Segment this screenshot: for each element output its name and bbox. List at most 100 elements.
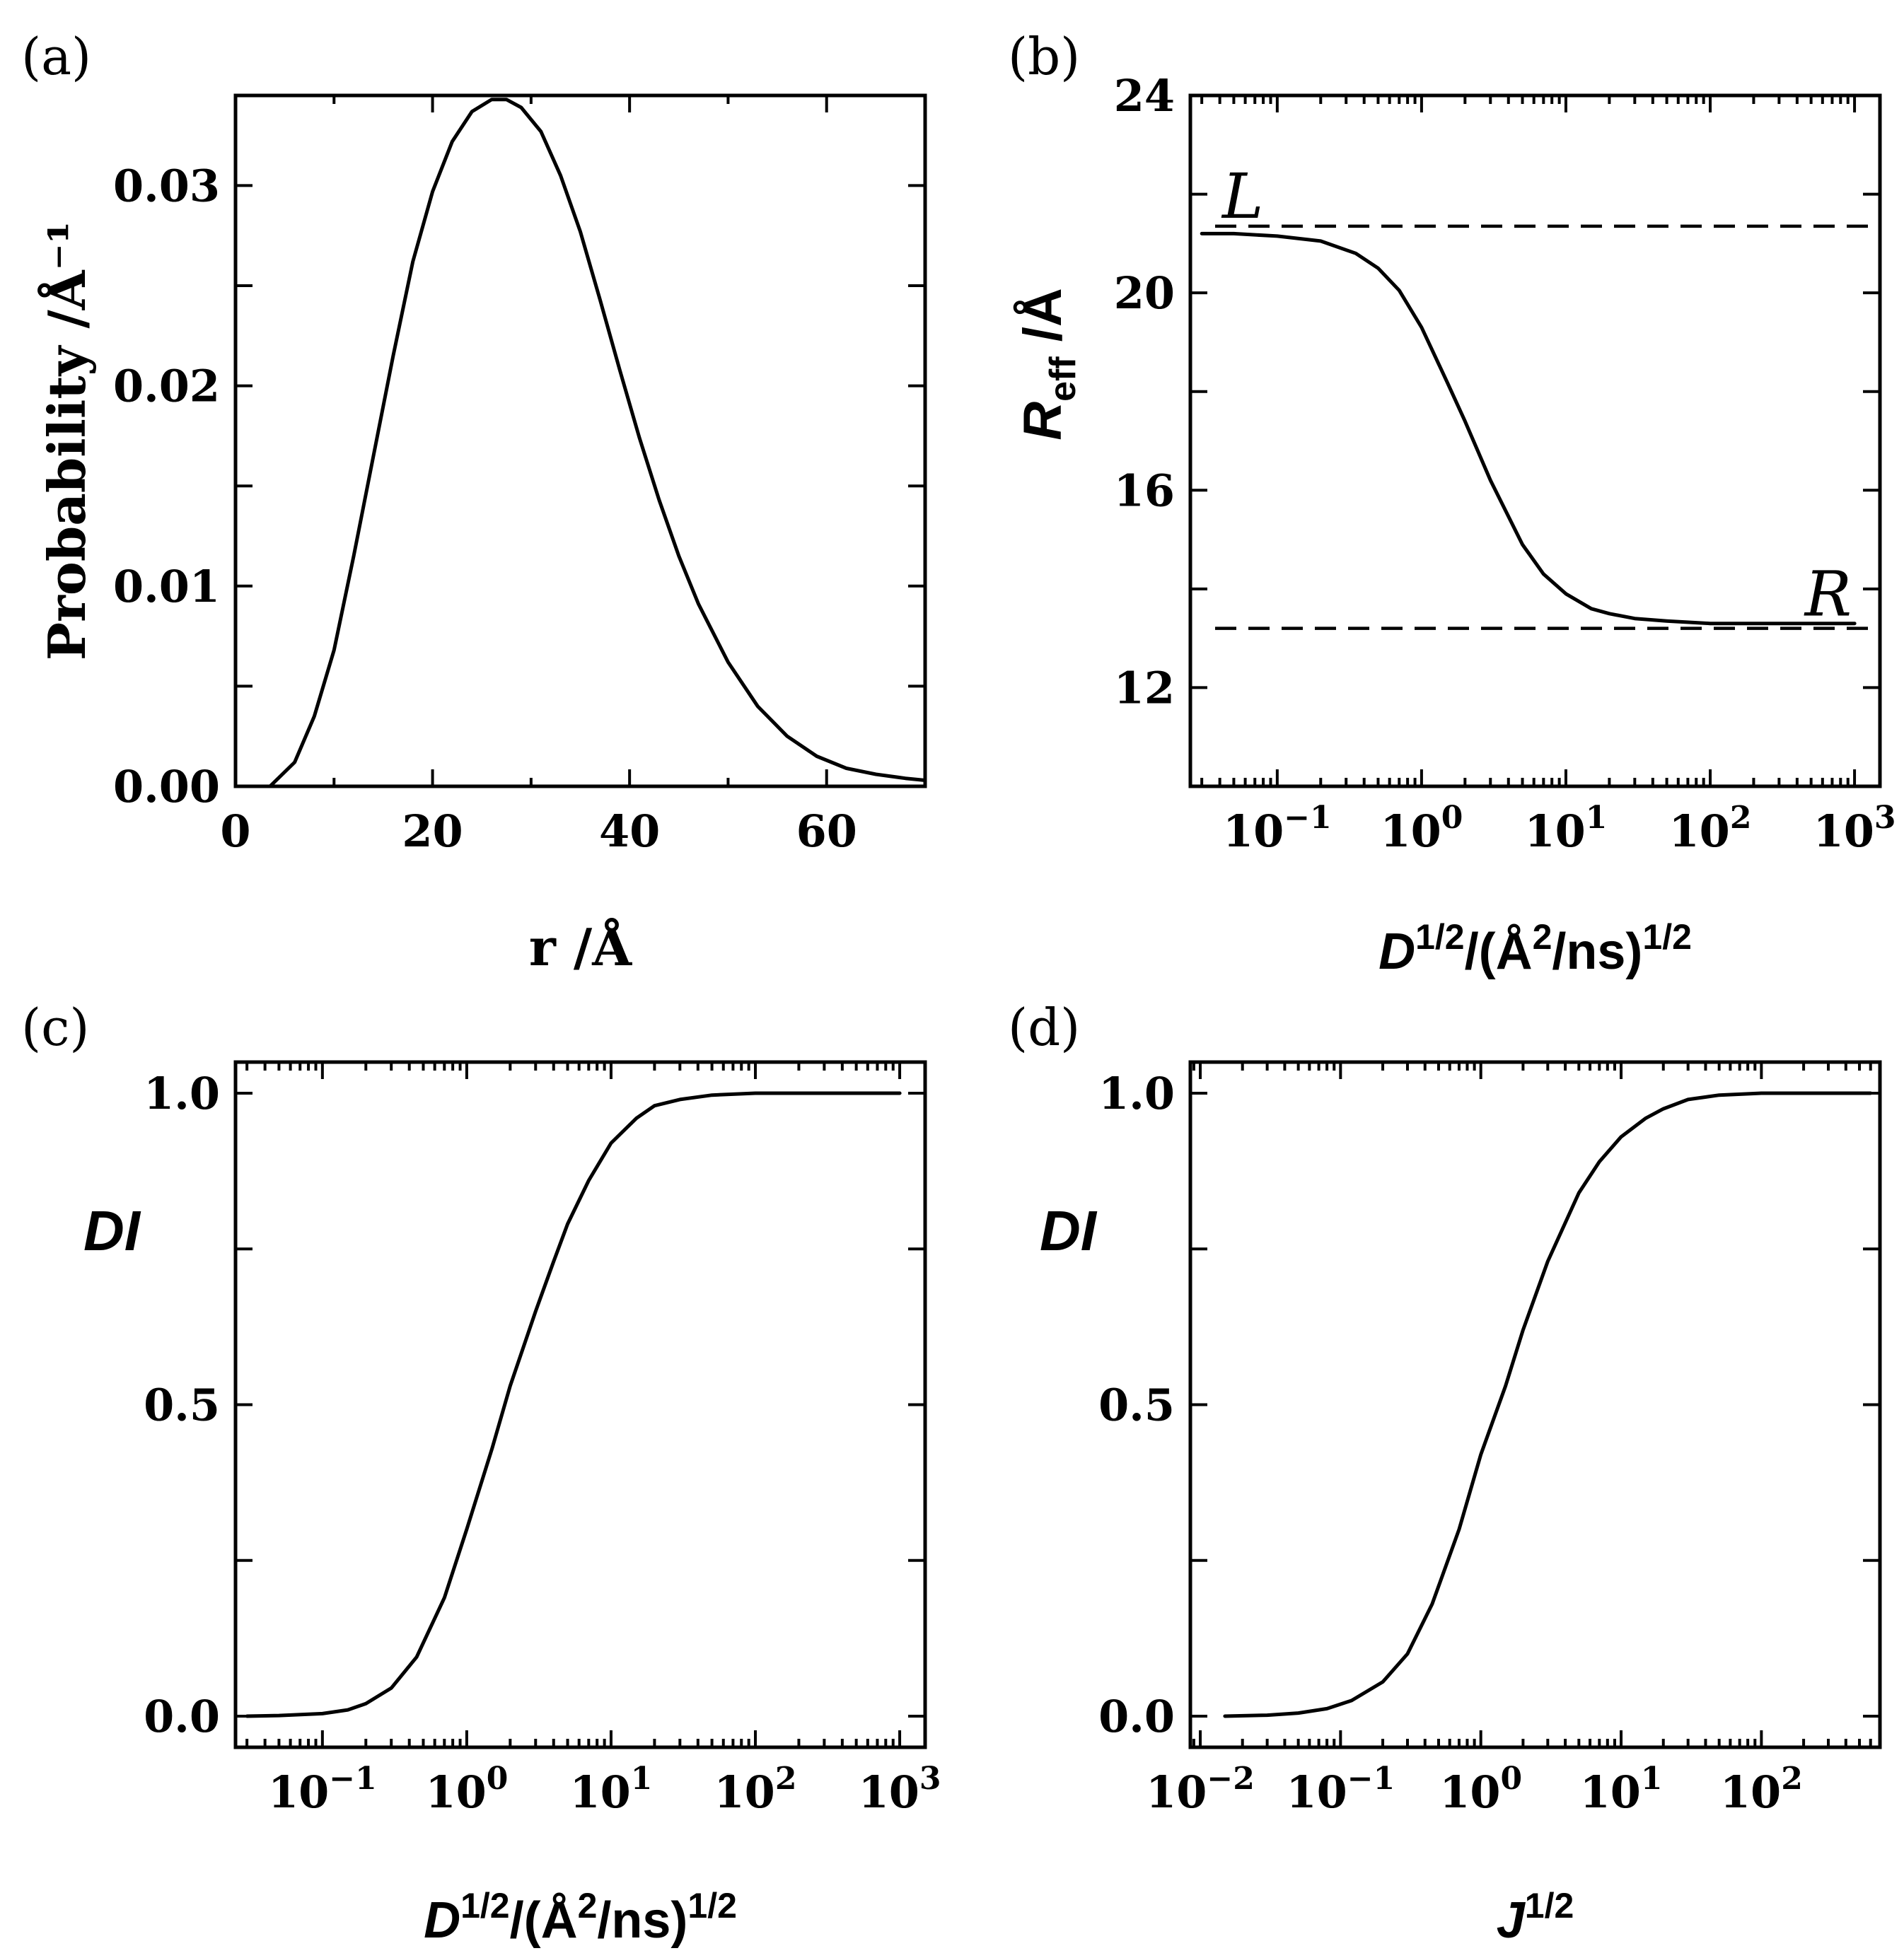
x-tick-label-base: 10 <box>1146 1766 1207 1818</box>
panel-c: (c)10−1 100 101 102 1030.00.51.0D1/2/(Å2/ns)… <box>21 998 941 1949</box>
x-tick-label-base: 10 <box>1669 805 1730 857</box>
y-axis-label: Reff /Å <box>1013 288 1084 441</box>
y-tick-label: 24 <box>1114 70 1175 122</box>
x-tick-label-exponent: 1 <box>1586 800 1608 836</box>
y-tick-label: 0.5 <box>144 1380 220 1431</box>
x-axis-label-base: D <box>1378 923 1415 980</box>
x-tick-label: 102 <box>714 1761 797 1818</box>
x-axis-label: r /Å <box>529 917 632 977</box>
y-axis-label-subscript: eff <box>1043 356 1084 402</box>
y-tick-label: 1.0 <box>144 1068 220 1119</box>
y-tick-label: 0.0 <box>1098 1691 1175 1742</box>
panel-a: (a) 0 20 40 60 0.00 0.01 0.02 0.03 r /Å Probabilit… <box>21 27 927 977</box>
plot-frame-a <box>233 93 927 788</box>
reference-label-L: L <box>1221 160 1263 233</box>
x-tick-label: 10−2 <box>1146 1761 1255 1818</box>
x-tick-label: 101 <box>1580 1761 1663 1818</box>
x-tick-label-exponent: 0 <box>1441 800 1463 836</box>
plot-frame-b <box>1188 93 1882 788</box>
x-tick-label-exponent: 1 <box>631 1761 653 1797</box>
x-tick-label: 101 <box>570 1761 653 1818</box>
x-tick-label: 10−1 <box>268 1761 377 1818</box>
y-tick-label: 0.0 <box>144 1691 220 1742</box>
x-axis-label-exponent: 1/2 <box>687 1886 737 1925</box>
x-tick-label: 103 <box>1813 800 1896 857</box>
x-axis-label-end: /ns) <box>1552 923 1642 980</box>
x-tick-label-base: 10 <box>714 1766 775 1818</box>
x-tick-label-exponent: 1 <box>1641 1761 1663 1797</box>
x-axis-label-exponent: 1/2 <box>1642 917 1692 957</box>
x-axis-label-mid: /(Å <box>1465 923 1533 980</box>
y-tick-label: 0.5 <box>1098 1380 1175 1431</box>
x-axis-label-mid: /(Å <box>510 1892 578 1949</box>
y-axis-label-end: /Å <box>1013 288 1073 356</box>
x-tick-label-base: 10 <box>1720 1766 1781 1818</box>
y-tick-label: 12 <box>1114 662 1175 713</box>
x-tick-label-exponent: −1 <box>1347 1761 1395 1797</box>
x-axis-label-exponent: 1/2 <box>460 1886 510 1925</box>
x-axis-label: D1/2/(Å2/ns)1/2 <box>1378 917 1692 980</box>
y-axis-label: DI <box>83 1199 141 1262</box>
x-tick-label-exponent: 3 <box>919 1761 941 1797</box>
x-tick-label-base: 10 <box>1813 805 1874 857</box>
y-tick-label: 0.00 <box>113 761 220 812</box>
series-line-c <box>245 1091 902 1718</box>
panel-b: (b)10−1 100 101 102 10312162024D1/2/(Å2/ns)1… <box>1008 27 1896 980</box>
x-tick-label-base: 10 <box>1580 1766 1641 1818</box>
x-tick-label: 100 <box>1439 1761 1522 1818</box>
x-tick-label-exponent: −1 <box>1284 800 1331 836</box>
plot-frame-d <box>1188 1060 1882 1749</box>
x-tick-label-base: 10 <box>859 1766 919 1818</box>
x-tick-label-base: 10 <box>425 1766 486 1818</box>
x-tick-label-exponent: −1 <box>329 1761 376 1797</box>
x-tick-label-base: 10 <box>1525 805 1586 857</box>
x-tick-label-exponent: 2 <box>1730 800 1752 836</box>
x-axis-label-exponent: 2 <box>1533 917 1552 957</box>
x-tick-label-exponent: 2 <box>1781 1761 1803 1797</box>
y-tick-label: 20 <box>1114 267 1175 319</box>
x-tick-label-base: 10 <box>268 1766 329 1818</box>
series-line-b <box>1200 231 1857 626</box>
y-axis-label: Probability /Å⁻¹ <box>37 221 97 660</box>
x-tick-label: 102 <box>1669 800 1752 857</box>
y-tick-label: 1.0 <box>1098 1068 1175 1119</box>
x-tick-label: 60 <box>796 805 857 857</box>
x-axis-label-base: D <box>424 1892 460 1949</box>
series-line-d <box>1223 1091 1873 1718</box>
x-tick-label: 10−1 <box>1286 1761 1395 1818</box>
x-tick-label-base: 10 <box>570 1766 631 1818</box>
x-axis-label-end: /ns) <box>597 1892 687 1949</box>
panel-label-b: (b) <box>1008 27 1080 86</box>
x-tick-label: 103 <box>859 1761 941 1818</box>
x-tick-label-exponent: −2 <box>1207 1761 1254 1797</box>
panel-label-a: (a) <box>21 27 91 86</box>
y-axis-label-base: R <box>1013 402 1073 441</box>
x-tick-label: 10−1 <box>1223 800 1332 857</box>
x-axis-label-exponent: 1/2 <box>1415 917 1465 957</box>
x-axis-label-exponent: 1/2 <box>1525 1886 1574 1925</box>
y-tick-label: 16 <box>1114 465 1175 516</box>
x-tick-label: 101 <box>1525 800 1608 857</box>
series-line-a <box>268 98 927 788</box>
plot-frame-c <box>233 1060 927 1749</box>
x-tick-label-base: 10 <box>1286 1766 1347 1818</box>
x-tick-label-exponent: 0 <box>1501 1761 1523 1797</box>
x-tick-label: 40 <box>599 805 660 857</box>
y-tick-label: 0.02 <box>113 361 220 412</box>
panel-label-c: (c) <box>21 998 90 1057</box>
x-tick-label: 100 <box>425 1761 508 1818</box>
y-tick-label: 0.03 <box>113 160 220 211</box>
x-tick-label: 100 <box>1380 800 1463 857</box>
x-tick-label-base: 10 <box>1380 805 1441 857</box>
x-tick-label: 20 <box>402 805 463 857</box>
y-axis-label: DI <box>1040 1199 1098 1262</box>
x-axis-label-base: J <box>1497 1892 1526 1949</box>
reference-label-R: R <box>1804 558 1852 631</box>
x-tick-label-exponent: 3 <box>1874 800 1896 836</box>
x-axis-label-exponent: 2 <box>578 1886 598 1925</box>
x-tick-label-base: 10 <box>1223 805 1284 857</box>
x-tick-label: 102 <box>1720 1761 1803 1818</box>
x-tick-label: 0 <box>220 805 250 857</box>
x-tick-label-base: 10 <box>1439 1766 1500 1818</box>
